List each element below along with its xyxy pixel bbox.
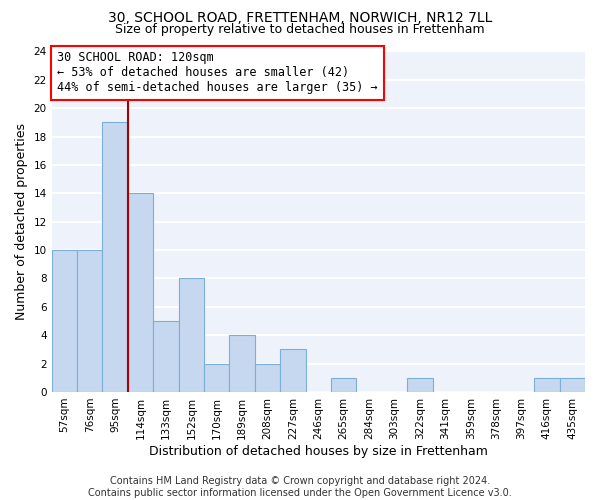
Bar xyxy=(77,250,103,392)
Bar xyxy=(331,378,356,392)
Bar xyxy=(229,335,255,392)
Text: 30, SCHOOL ROAD, FRETTENHAM, NORWICH, NR12 7LL: 30, SCHOOL ROAD, FRETTENHAM, NORWICH, NR… xyxy=(108,11,492,25)
Bar xyxy=(52,250,77,392)
Bar xyxy=(128,194,153,392)
Bar xyxy=(280,350,305,392)
Text: Contains HM Land Registry data © Crown copyright and database right 2024.
Contai: Contains HM Land Registry data © Crown c… xyxy=(88,476,512,498)
Y-axis label: Number of detached properties: Number of detached properties xyxy=(15,123,28,320)
Bar xyxy=(407,378,433,392)
Bar xyxy=(534,378,560,392)
Bar xyxy=(255,364,280,392)
Text: Size of property relative to detached houses in Frettenham: Size of property relative to detached ho… xyxy=(115,22,485,36)
Text: 30 SCHOOL ROAD: 120sqm
← 53% of detached houses are smaller (42)
44% of semi-det: 30 SCHOOL ROAD: 120sqm ← 53% of detached… xyxy=(57,52,377,94)
Bar xyxy=(103,122,128,392)
X-axis label: Distribution of detached houses by size in Frettenham: Distribution of detached houses by size … xyxy=(149,444,488,458)
Bar xyxy=(179,278,204,392)
Bar xyxy=(560,378,585,392)
Bar xyxy=(204,364,229,392)
Bar xyxy=(153,321,179,392)
